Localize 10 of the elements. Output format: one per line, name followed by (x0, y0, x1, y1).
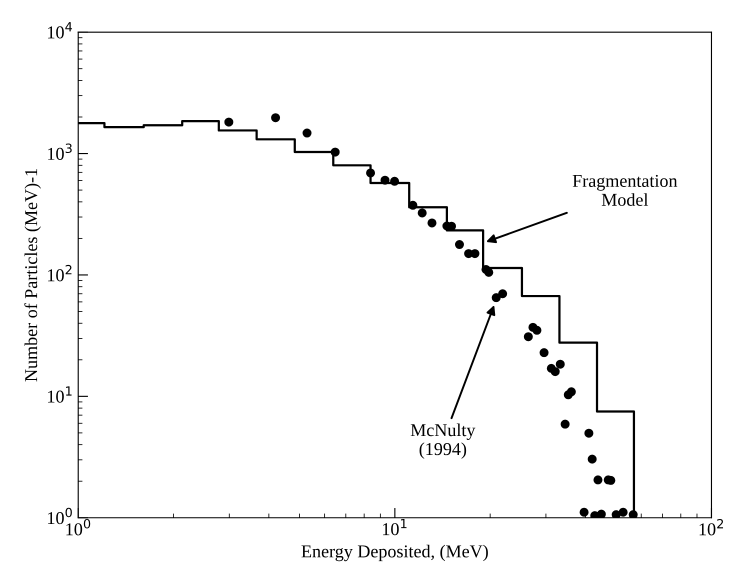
y-axis-title: Number of Particles (MeV)-1 (24, 168, 41, 382)
x-tick-label: 10$^{2}$ (700, 518, 724, 536)
x-axis-title: Energy Deposited, (MeV) (302, 544, 488, 562)
x-tick-label: 10$^{1}$ (382, 518, 406, 536)
y-tick-label: 10$^{3}$ (48, 143, 72, 160)
annotation: Fragmentation Model (572, 174, 678, 206)
y-tick-label: 10$^{1}$ (48, 386, 72, 403)
y-tick-label: 10$^{2}$ (48, 264, 72, 282)
annotation: McNulty (1994) (410, 424, 476, 459)
y-tick-label: 10$^{4}$ (48, 22, 72, 38)
